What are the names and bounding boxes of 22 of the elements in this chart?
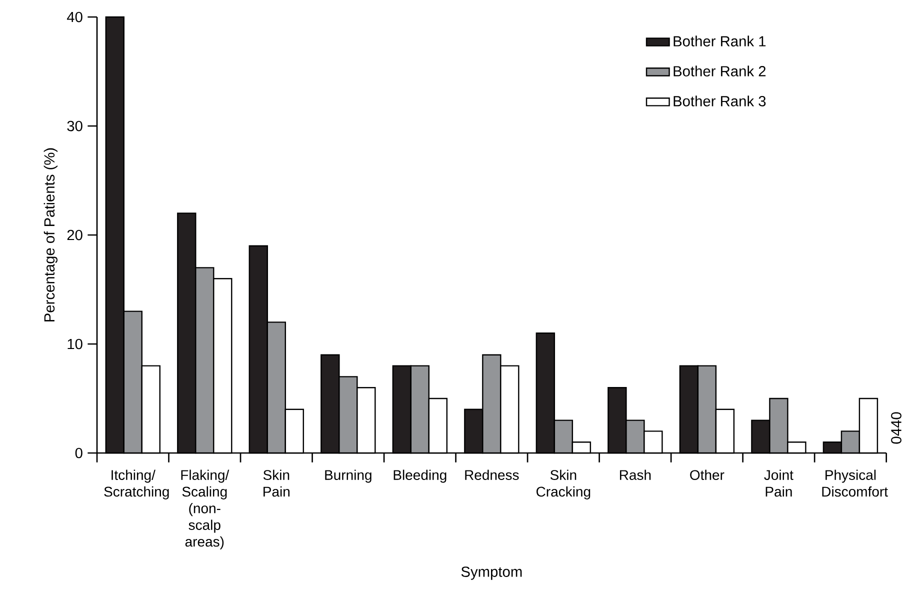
legend-label: Bother Rank 2 [674, 66, 766, 76]
x-tick-label: Physical Discomfort [822, 470, 888, 497]
x-tick-label: Itching/ Scratching [104, 470, 169, 500]
y-tick-label: 10 [68, 338, 82, 350]
x-tick-label: Rash [620, 470, 651, 480]
y-axis-title: Percentage of Patients (%) [44, 148, 58, 322]
y-tick-label: 20 [67, 230, 82, 240]
x-tick-label: Other [690, 470, 724, 480]
legend-label: Bother Rank 1 [674, 36, 766, 46]
x-tick-label: Bleeding [394, 470, 446, 483]
y-tick-label: 0 [75, 448, 82, 458]
x-tick-label: Skin Pain [263, 470, 290, 497]
x-tick-label: Skin Cracking [536, 470, 590, 500]
x-tick-label: Flaking/ Scaling (non-scalp areas) [181, 470, 230, 550]
text: 0440 [891, 412, 902, 444]
y-tick-label: 30 [67, 120, 82, 132]
x-axis-title: Symptom [461, 566, 522, 580]
legend-label: Bother Rank 3 [674, 96, 766, 106]
x-tick-label: Burning [325, 470, 372, 483]
x-tick-label: Joint Pain [764, 470, 794, 497]
y-tick-label: 40 [66, 12, 82, 22]
x-tick-label: Redness [465, 470, 519, 480]
